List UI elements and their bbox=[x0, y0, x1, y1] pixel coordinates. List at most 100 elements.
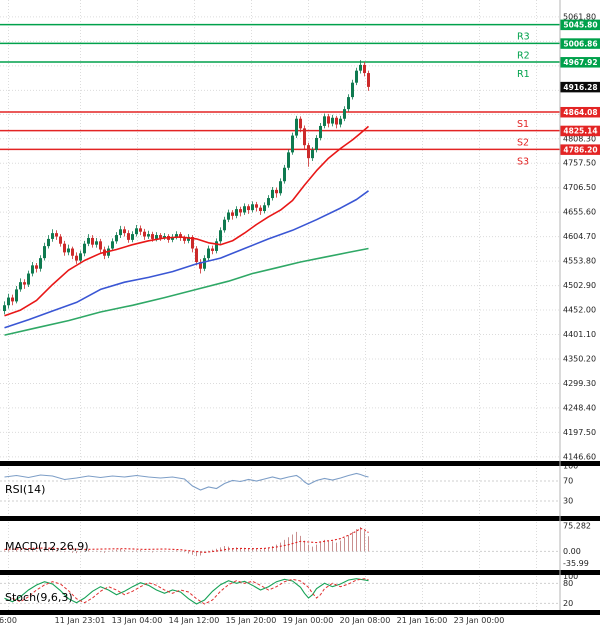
price-axis-label: 4248.40 bbox=[563, 403, 596, 412]
rsi-axis-label: 70 bbox=[563, 477, 573, 486]
price-axis-label: 4757.50 bbox=[563, 159, 596, 168]
candle-bullish bbox=[131, 234, 134, 240]
candle-bullish bbox=[47, 238, 50, 247]
pivot-badge-s3 bbox=[560, 144, 600, 155]
candle-bullish bbox=[31, 265, 34, 274]
candle-bullish bbox=[347, 97, 350, 110]
time-axis-label: 23 Jan 00:00 bbox=[454, 616, 505, 625]
candle-bearish bbox=[91, 237, 94, 245]
candle-bullish bbox=[343, 109, 346, 119]
candle-bearish bbox=[151, 234, 154, 239]
candle-bullish bbox=[315, 137, 318, 150]
candle-bearish bbox=[191, 236, 194, 249]
candle-bullish bbox=[219, 230, 222, 242]
price-axis-label: 4553.80 bbox=[563, 257, 596, 266]
time-axis-label: 15 Jan 20:00 bbox=[226, 616, 277, 625]
stoch-axis-label: 20 bbox=[563, 599, 573, 608]
rsi-axis-label: 30 bbox=[563, 497, 573, 506]
candle-bearish bbox=[55, 233, 58, 237]
current-price-badge bbox=[560, 81, 600, 93]
candle-bearish bbox=[59, 236, 62, 244]
candle-bullish bbox=[171, 236, 174, 240]
time-axis-label: 13 Jan 04:00 bbox=[112, 616, 163, 625]
candle-bullish bbox=[351, 82, 354, 98]
candle-bullish bbox=[135, 228, 138, 235]
stoch-d-line bbox=[12, 578, 369, 605]
candle-bearish bbox=[299, 118, 302, 129]
pivot-label-r2: R2 bbox=[517, 50, 530, 61]
macd-axis-label: -35.99 bbox=[563, 559, 589, 568]
candle-bullish bbox=[215, 241, 218, 251]
candle-bearish bbox=[275, 189, 278, 194]
pivot-badge-s1 bbox=[560, 106, 600, 118]
candle-bullish bbox=[7, 297, 10, 306]
stoch-axis-label: 100 bbox=[563, 572, 578, 581]
candle-bullish bbox=[235, 209, 238, 216]
candle-bearish bbox=[199, 261, 202, 269]
candle-bearish bbox=[183, 237, 186, 241]
time-axis-label: 19 Jan 00:00 bbox=[283, 616, 334, 625]
candle-bearish bbox=[195, 248, 198, 262]
candle-bullish bbox=[175, 234, 178, 237]
candle-bullish bbox=[319, 125, 322, 138]
candle-bullish bbox=[83, 243, 86, 254]
current-price-badge-value: 4916.28 bbox=[563, 83, 597, 92]
stoch-k-line bbox=[4, 578, 369, 605]
candle-bearish bbox=[11, 297, 14, 302]
candle-bullish bbox=[43, 246, 46, 259]
candle-bullish bbox=[51, 233, 54, 239]
candle-bearish bbox=[159, 235, 162, 238]
time-axis-label: 11 Jan 23:01 bbox=[55, 616, 106, 625]
candle-bullish bbox=[19, 282, 22, 290]
stoch-panel-label: Stoch(9,6,3) bbox=[5, 591, 73, 604]
pivot-label-s1: S1 bbox=[517, 119, 529, 130]
pivot-badge-r1-value: 4967.92 bbox=[563, 58, 597, 67]
price-axis-label: 5061.80 bbox=[563, 12, 596, 21]
candle-bearish bbox=[139, 228, 142, 232]
candle-bearish bbox=[75, 255, 78, 261]
candle-bullish bbox=[323, 116, 326, 126]
candle-bullish bbox=[115, 235, 118, 242]
ma-slow-green bbox=[4, 247, 369, 336]
candle-bullish bbox=[287, 152, 290, 168]
candle-bullish bbox=[223, 219, 226, 231]
pivot-label-r3: R3 bbox=[517, 32, 530, 43]
candle-bullish bbox=[111, 241, 114, 249]
pivot-badge-r3 bbox=[560, 19, 600, 31]
candle-bullish bbox=[331, 117, 334, 124]
price-axis-label: 4197.50 bbox=[563, 428, 596, 437]
candle-bullish bbox=[207, 248, 210, 259]
pivot-badge-r3-value: 5045.80 bbox=[563, 21, 597, 30]
candle-bullish bbox=[147, 234, 150, 237]
pivot-badge-s2-value: 4825.14 bbox=[563, 127, 597, 136]
candle-bullish bbox=[27, 273, 30, 285]
candle-bearish bbox=[99, 241, 102, 250]
candle-bearish bbox=[71, 248, 74, 256]
candle-bearish bbox=[35, 265, 38, 269]
candle-bearish bbox=[143, 231, 146, 237]
price-axis-label: 4655.60 bbox=[563, 208, 596, 217]
pivot-label-s3: S3 bbox=[517, 156, 529, 167]
candle-bearish bbox=[63, 243, 66, 253]
pivot-badge-r2 bbox=[560, 38, 600, 49]
panel-separator bbox=[0, 516, 600, 521]
price-axis-label: 4604.70 bbox=[563, 232, 596, 241]
candle-bullish bbox=[15, 289, 18, 302]
time-axis-label: 20 Jan 08:00 bbox=[340, 616, 391, 625]
candle-bearish bbox=[23, 282, 26, 285]
candle-bearish bbox=[367, 73, 370, 87]
candle-bearish bbox=[123, 229, 126, 234]
price-axis-label: 4401.10 bbox=[563, 330, 596, 339]
candle-bullish bbox=[187, 236, 190, 241]
rsi-panel-label: RSI(14) bbox=[5, 483, 46, 496]
candle-bearish bbox=[363, 64, 366, 74]
candle-bullish bbox=[339, 118, 342, 125]
pivot-label-r1: R1 bbox=[517, 69, 530, 80]
candle-bearish bbox=[211, 248, 214, 251]
price-axis-label: 4706.50 bbox=[563, 183, 596, 192]
time-axis-label: 14 Jan 12:00 bbox=[169, 616, 220, 625]
price-axis-label: 4350.20 bbox=[563, 354, 596, 363]
ma-fast-red bbox=[4, 125, 370, 317]
pivot-badge-s3-value: 4786.20 bbox=[563, 145, 597, 154]
